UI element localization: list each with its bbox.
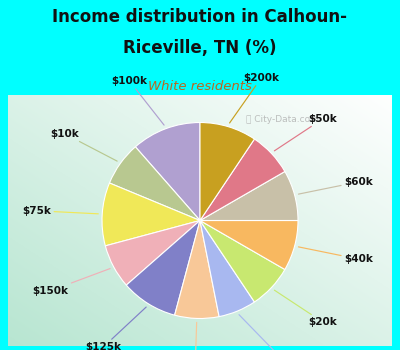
Text: $50k: $50k (274, 114, 338, 151)
Text: $100k: $100k (112, 76, 164, 125)
Text: $40k: $40k (298, 247, 373, 264)
Text: $30k: $30k (181, 322, 210, 350)
Wedge shape (200, 122, 254, 220)
Wedge shape (102, 183, 200, 246)
Wedge shape (200, 139, 285, 220)
Text: $150k: $150k (33, 268, 110, 296)
Wedge shape (200, 172, 298, 220)
Text: $75k: $75k (22, 206, 98, 216)
Wedge shape (175, 220, 219, 318)
Text: Income distribution in Calhoun-: Income distribution in Calhoun- (52, 8, 348, 26)
Text: $200k: $200k (230, 73, 279, 123)
Wedge shape (110, 147, 200, 220)
Text: > $200k: > $200k (239, 315, 305, 350)
Wedge shape (135, 122, 200, 220)
Wedge shape (126, 220, 200, 315)
Wedge shape (105, 220, 200, 285)
Text: Riceville, TN (%): Riceville, TN (%) (123, 39, 277, 57)
Text: $125k: $125k (85, 307, 146, 350)
Wedge shape (200, 220, 285, 302)
Wedge shape (200, 220, 298, 270)
Text: $20k: $20k (274, 290, 338, 327)
Text: $60k: $60k (298, 177, 373, 194)
Wedge shape (200, 220, 254, 317)
Text: White residents: White residents (148, 80, 252, 93)
Text: ⓘ City-Data.com: ⓘ City-Data.com (246, 115, 319, 124)
Text: $10k: $10k (50, 129, 117, 161)
